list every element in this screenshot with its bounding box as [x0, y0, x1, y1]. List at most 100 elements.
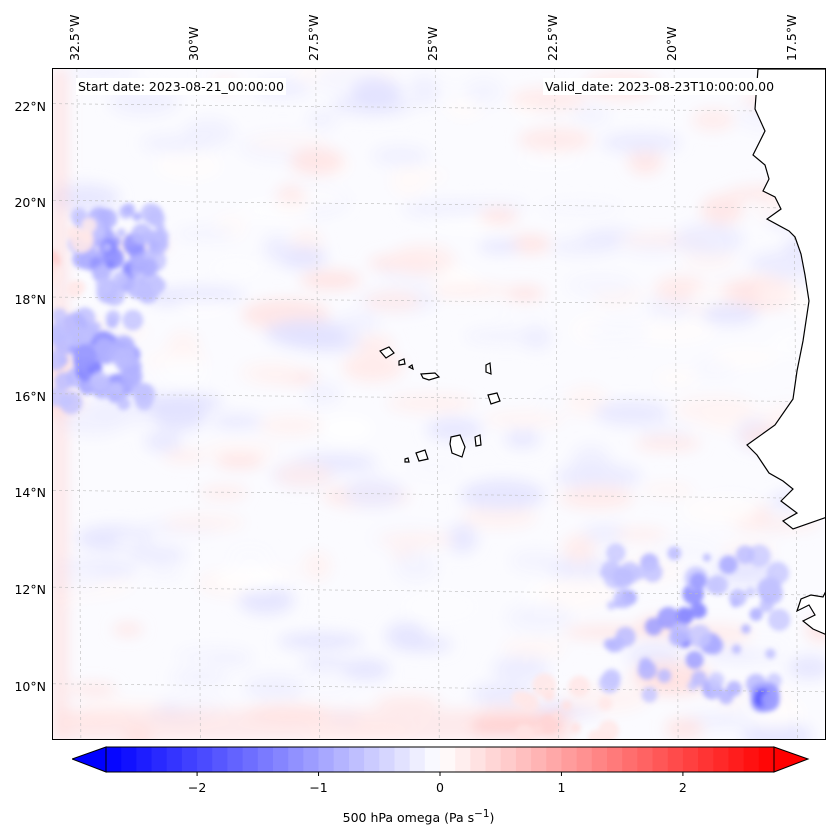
omega-blotch [478, 240, 521, 254]
omega-feature-cell [760, 576, 782, 598]
omega-blotch [460, 479, 546, 511]
omega-feature-cell [615, 626, 636, 647]
omega-blotch [386, 393, 475, 414]
omega-blotch [351, 77, 403, 108]
omega-blotch [505, 603, 575, 633]
omega-blotch [508, 234, 551, 254]
omega-blotch [278, 632, 364, 650]
omega-feature-cell [702, 553, 711, 562]
omega-blotch [540, 200, 622, 215]
island-maio [474, 434, 482, 447]
omega-blotch [700, 194, 744, 225]
omega-blotch [385, 621, 427, 651]
colorbar-tick-label: −1 [309, 780, 328, 795]
africa-coastline [746, 69, 825, 635]
colorbar-tick-label: −2 [187, 780, 207, 795]
omega-feature-cell [102, 243, 112, 252]
colorbar-cell [728, 747, 745, 772]
omega-blotch [109, 88, 179, 116]
omega-feature-cell [95, 277, 112, 294]
colorbar-cell [106, 747, 122, 772]
omega-feature-cell [731, 644, 742, 654]
omega-blotch [541, 578, 618, 610]
omega-feature-cell [728, 588, 747, 607]
omega-blotch [741, 722, 813, 739]
latitude-tick-label: 16°N [14, 388, 46, 404]
longitude-tick-label: 17.5°W [783, 14, 799, 61]
omega-blotch [265, 318, 347, 347]
colorbar-tick-label: 1 [557, 780, 566, 795]
omega-blotch [691, 108, 735, 131]
omega-feature-cell [90, 371, 109, 390]
omega-blotch [175, 226, 235, 241]
omega-blotch [342, 351, 405, 383]
omega-feature-cell [72, 249, 92, 269]
island-sao-vicente [398, 358, 406, 366]
colorbar-cell [698, 747, 714, 772]
omega-blotch [364, 290, 422, 312]
longitude-tick-label: 27.5°W [305, 14, 321, 61]
omega-feature-cell [657, 668, 672, 683]
omega-blotch [112, 623, 143, 636]
omega-feature-cell [708, 574, 729, 596]
omega-blotch [243, 674, 307, 701]
omega-blotch [741, 637, 790, 656]
omega-feature-cell [621, 594, 632, 605]
colorbar-extend-min [72, 746, 107, 773]
colorbar-cell [318, 747, 335, 772]
omega-blotch [653, 367, 698, 389]
omega-blotch [199, 485, 248, 500]
colorbar-cell [622, 747, 638, 772]
omega-feature-cell [747, 544, 771, 568]
omega-blotch [701, 302, 759, 326]
omega-feature-cell [599, 567, 611, 578]
colorbar-cell [394, 747, 411, 772]
longitude-tick-label: 30°W [186, 26, 202, 61]
omega-blotch [787, 655, 825, 680]
omega-feature-cell [117, 397, 131, 411]
longitude-tick-label: 20°W [664, 26, 680, 61]
omega-blotch [410, 459, 459, 478]
colorbar-cell [181, 747, 198, 772]
colorbar-cell [682, 747, 699, 772]
omega-feature-cell [72, 344, 97, 369]
colorbar-cell [379, 747, 395, 772]
omega-blotch [584, 323, 649, 343]
omega-blotch [305, 383, 341, 404]
omega-feature-cell [719, 555, 738, 575]
omega-blotch [341, 658, 391, 681]
omega-blotch [479, 208, 518, 225]
omega-feature-cell [598, 696, 613, 711]
valid-date-label: Valid_date: 2023-08-23T10:00:00.00 [543, 78, 777, 95]
latitude-tick-label: 12°N [14, 582, 46, 598]
omega-blotch [390, 244, 455, 276]
colorbar-cell [333, 747, 350, 772]
omega-feature-cell [122, 203, 135, 216]
omega-feature-cell [132, 212, 142, 222]
omega-feature-cell [122, 309, 144, 331]
omega-blotch [157, 358, 209, 389]
omega-blotch [307, 109, 337, 130]
omega-blotch [238, 586, 294, 615]
omega-blotch [462, 505, 537, 529]
colorbar-tick-label: 0 [436, 780, 444, 795]
omega-blotch [432, 282, 513, 299]
omega-feature-cell [691, 670, 707, 687]
omega-feature-cell [675, 607, 694, 625]
omega-feature-cell [68, 326, 90, 348]
omega-feature-cell [70, 207, 88, 225]
omega-feature-cell [689, 572, 707, 590]
omega-feature-cell [599, 672, 620, 694]
colorbar-cell [151, 747, 168, 772]
omega-blotch [582, 523, 629, 545]
meridian-gridline [673, 69, 679, 739]
omega-blotch [378, 532, 455, 548]
island-santiago [449, 434, 466, 458]
omega-blotch [628, 319, 715, 344]
omega-field-map [53, 69, 825, 739]
omega-blotch [321, 415, 375, 442]
omega-blotch [642, 482, 695, 498]
omega-blotch [80, 698, 167, 712]
omega-blotch [594, 400, 670, 426]
omega-feature-cell [131, 223, 153, 245]
